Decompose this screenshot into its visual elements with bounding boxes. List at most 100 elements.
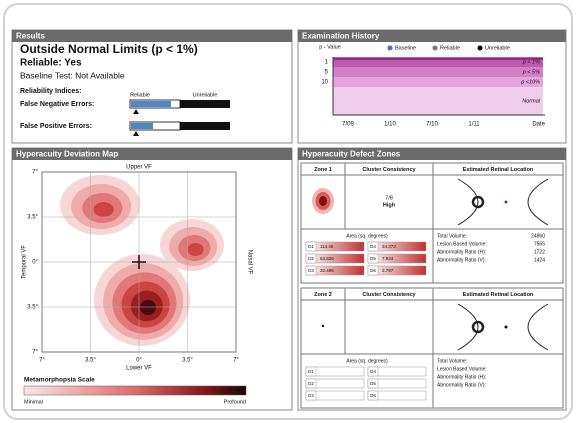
label: D5 [370, 256, 376, 261]
reliability-bar [180, 100, 230, 108]
label: 2.797 [382, 268, 394, 273]
optic-disc [471, 195, 485, 209]
panel-header [12, 148, 292, 160]
legend-label: Reliable [440, 45, 460, 51]
panel-title: Examination History [302, 32, 380, 41]
band-label: p <10% [520, 79, 540, 85]
retina-outline [457, 303, 549, 351]
marker [133, 109, 139, 114]
legend-label: Baseline [395, 45, 416, 51]
zone-thumb [319, 196, 327, 206]
deviation-contour [187, 243, 204, 256]
label: Reliable [130, 92, 150, 98]
reliability-fill [131, 123, 153, 129]
panel-title: Results [16, 32, 45, 41]
label: Lesion Based Volume: [437, 366, 487, 372]
label: Nasal VF [246, 250, 252, 275]
label: Reliable: Yes [20, 58, 82, 69]
y-tick-label: 3.5° [27, 215, 38, 221]
x-tick-label: 7° [39, 358, 45, 364]
cell [432, 228, 564, 284]
y-tick-label: 7° [32, 350, 38, 356]
lesion-point [504, 325, 508, 329]
label: Total Volume: [437, 233, 467, 239]
label: Profound [224, 399, 246, 405]
label: Baseline Test: Not Available [20, 70, 125, 80]
label: False Negative Errors: [20, 101, 94, 108]
panel-title: Hyperacuity Defect Zones [302, 150, 401, 159]
label: Minimal [24, 399, 43, 405]
label: D2 [308, 381, 314, 386]
legend-dot [387, 45, 393, 51]
label: D4 [370, 369, 376, 374]
label: Abnormality Ratio (V): [437, 382, 486, 388]
label: False Positive Errors: [20, 123, 92, 130]
label: Lesion Based Volume: [437, 241, 487, 247]
area-id [367, 241, 379, 252]
label: Metamorphopsia Scale [24, 377, 95, 384]
label: Cluster Consistency [362, 292, 416, 298]
label: 1722 [534, 249, 545, 255]
reliability-bar [180, 122, 230, 130]
label: 34.373 [382, 244, 396, 249]
panel-header [298, 148, 566, 160]
label: 7/8 [385, 195, 393, 201]
label: Date [532, 122, 545, 128]
p-band [333, 67, 543, 77]
label: Area (sq. degrees) [346, 358, 388, 364]
label: D1 [308, 369, 314, 374]
area-id [367, 265, 379, 276]
zone-thumb [321, 324, 325, 328]
area-id [305, 253, 317, 264]
area-id [305, 390, 317, 401]
label: 114.49 [320, 244, 334, 249]
label: 7565 [534, 241, 545, 247]
status: Outside Normal Limits (p < 1%) [20, 42, 198, 56]
band-label: p < 1% [522, 59, 540, 65]
x-tick-label: 7/10 [426, 122, 438, 128]
label: Upper VF [126, 165, 152, 171]
p-band [333, 77, 543, 87]
y-tick-label: 10 [321, 80, 328, 86]
label: D3 [308, 268, 314, 273]
band-label: Normal [522, 98, 541, 104]
panel-title: Hyperacuity Deviation Map [16, 150, 118, 159]
area-id [305, 366, 317, 377]
panel-header [12, 30, 292, 42]
p-band [333, 87, 543, 115]
x-tick-label: 1/10 [384, 122, 396, 128]
label: 63.826 [320, 256, 334, 261]
zone-box [300, 287, 564, 409]
y-tick-label: 5 [325, 70, 329, 76]
label: D2 [308, 256, 314, 261]
y-tick-label: 3.5° [27, 305, 38, 311]
label: Estimated Retinal Location [463, 292, 534, 298]
p-band [333, 57, 543, 67]
label: Total Volume: [437, 358, 467, 364]
label: Area (sq. degrees) [346, 233, 388, 239]
label: p - Value [319, 44, 341, 50]
area-id [305, 241, 317, 252]
label: 1424 [534, 257, 545, 263]
label: High [383, 202, 396, 208]
zone-box [300, 162, 564, 284]
x-tick-label: 3.5° [182, 358, 193, 364]
y-tick-label: 0° [32, 260, 38, 266]
cell [432, 353, 564, 409]
label: Cluster Consistency [362, 167, 416, 173]
retina-outline [457, 178, 549, 226]
x-tick-label: 0° [136, 358, 142, 364]
label: D3 [308, 393, 314, 398]
label: 24860 [531, 233, 545, 239]
legend-dot [432, 45, 438, 51]
y-tick-label: 7° [32, 170, 38, 176]
area-id [305, 378, 317, 389]
fixation-cross [132, 255, 146, 269]
area-id [367, 253, 379, 264]
legend-dot [477, 45, 483, 51]
y-tick-label: 1 [325, 60, 329, 66]
optic-disc [471, 320, 485, 334]
label: Abnormality Ratio (H): [437, 374, 486, 380]
area-id [305, 265, 317, 276]
